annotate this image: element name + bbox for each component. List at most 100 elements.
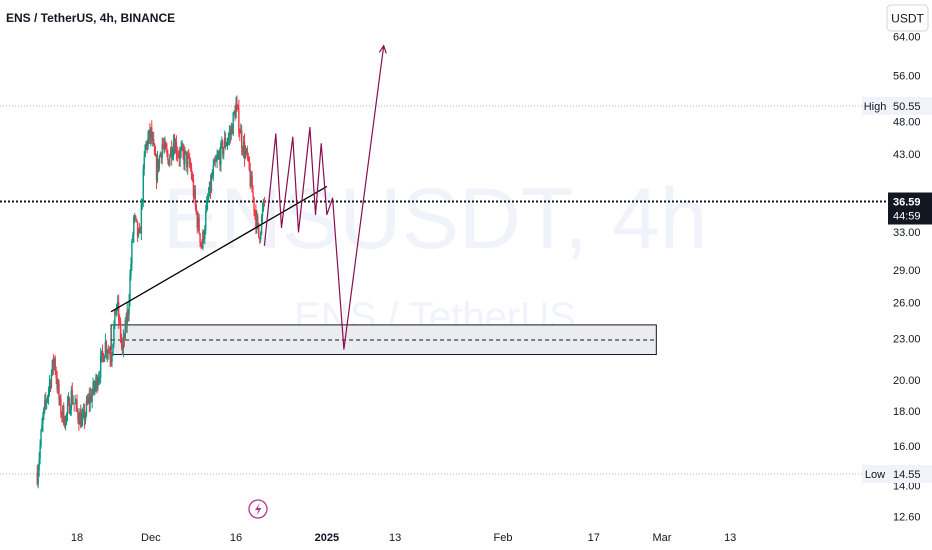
candle-body xyxy=(218,154,220,156)
candle-body xyxy=(223,147,225,155)
projection-path[interactable] xyxy=(263,45,385,350)
candle xyxy=(175,135,178,161)
candle-body xyxy=(37,470,39,484)
candle-body xyxy=(217,155,219,158)
candle-body xyxy=(176,153,179,155)
y-tick-label: 26.00 xyxy=(893,298,921,310)
candle-body xyxy=(72,403,74,405)
candle-body xyxy=(240,130,242,134)
candle xyxy=(90,388,92,403)
support-zone[interactable] xyxy=(110,324,657,356)
candle-body xyxy=(211,175,214,178)
candle-body xyxy=(49,381,52,388)
candle xyxy=(219,147,221,171)
candle-body xyxy=(113,325,115,345)
candle xyxy=(106,348,108,363)
candle xyxy=(149,123,151,144)
currency-button[interactable]: USDT xyxy=(886,4,929,32)
low-tag-bg xyxy=(862,465,888,483)
candle xyxy=(49,379,52,393)
candle-body xyxy=(42,415,44,425)
event-marker[interactable] xyxy=(248,499,268,519)
candle-body xyxy=(169,156,171,166)
drawings[interactable] xyxy=(110,44,387,350)
candle-body xyxy=(131,241,133,265)
candle-body xyxy=(236,103,238,106)
candle xyxy=(57,378,59,395)
candle xyxy=(96,374,98,394)
symbol-title[interactable]: ENS / TetherUS, 4h, BINANCE xyxy=(6,11,175,25)
candle-body xyxy=(148,129,150,138)
candle xyxy=(133,214,135,244)
y-tick-label: 56.00 xyxy=(893,71,921,83)
candle-body xyxy=(99,355,102,378)
candle xyxy=(115,309,117,316)
x-tick-label: Dec xyxy=(141,532,161,544)
candle-body xyxy=(224,137,227,147)
candle-body xyxy=(51,359,54,373)
candle xyxy=(223,130,226,149)
candle xyxy=(244,145,247,160)
candle xyxy=(118,314,121,327)
candle-body xyxy=(95,376,97,386)
candle xyxy=(232,111,234,137)
candle xyxy=(141,198,144,210)
candle xyxy=(195,203,197,216)
candle xyxy=(48,375,51,397)
candle-body xyxy=(56,378,58,389)
candle xyxy=(144,144,146,158)
time-axis[interactable]: 18 Dec 16 2025 13 Feb 17 Mar 13 xyxy=(71,532,736,544)
candle xyxy=(77,407,79,424)
candle xyxy=(148,129,150,144)
candle xyxy=(181,139,183,151)
candle xyxy=(110,350,112,367)
price-axis[interactable]: 12.60 14.00 16.00 18.00 20.00 23.00 26.00 29.00… xyxy=(862,31,932,524)
x-tick-label: Mar xyxy=(653,532,672,544)
candle xyxy=(152,132,154,147)
candle xyxy=(91,388,93,409)
candle-body xyxy=(152,138,154,141)
candle xyxy=(248,156,250,172)
candle xyxy=(250,170,252,188)
candle-body xyxy=(58,384,60,400)
candle xyxy=(101,344,104,363)
candle xyxy=(160,152,162,164)
candle-body xyxy=(54,358,56,372)
candle xyxy=(253,196,255,217)
candle xyxy=(154,146,157,157)
candle xyxy=(177,150,179,159)
y-tick-label: 64.00 xyxy=(893,31,921,43)
candle xyxy=(235,96,237,119)
candle-body xyxy=(41,424,43,431)
candle-body xyxy=(171,153,174,158)
candle-body xyxy=(203,231,205,240)
candle-body xyxy=(121,343,124,349)
candle xyxy=(63,402,65,426)
candle-body xyxy=(250,175,252,187)
candle-body xyxy=(120,338,123,344)
low-value: 14.55 xyxy=(893,469,921,481)
candle xyxy=(237,104,239,110)
candle-body xyxy=(65,413,68,417)
candle xyxy=(210,172,213,193)
candle-body xyxy=(227,137,230,142)
candle xyxy=(147,130,149,150)
candle-body xyxy=(100,350,103,356)
y-tick-label: 33.00 xyxy=(893,227,921,239)
candle xyxy=(56,370,58,393)
candle xyxy=(174,138,177,154)
candle-body xyxy=(63,424,66,427)
candles xyxy=(36,95,266,489)
candle-body xyxy=(98,377,100,382)
candle-body xyxy=(96,376,98,389)
trendline[interactable] xyxy=(110,185,328,313)
candle xyxy=(190,162,193,181)
candle-body xyxy=(185,150,187,153)
candle-body xyxy=(151,127,153,141)
candle-body xyxy=(163,146,165,148)
candle-body xyxy=(38,458,40,471)
candle xyxy=(243,133,246,167)
candle-body xyxy=(177,154,179,156)
candle xyxy=(187,149,190,159)
